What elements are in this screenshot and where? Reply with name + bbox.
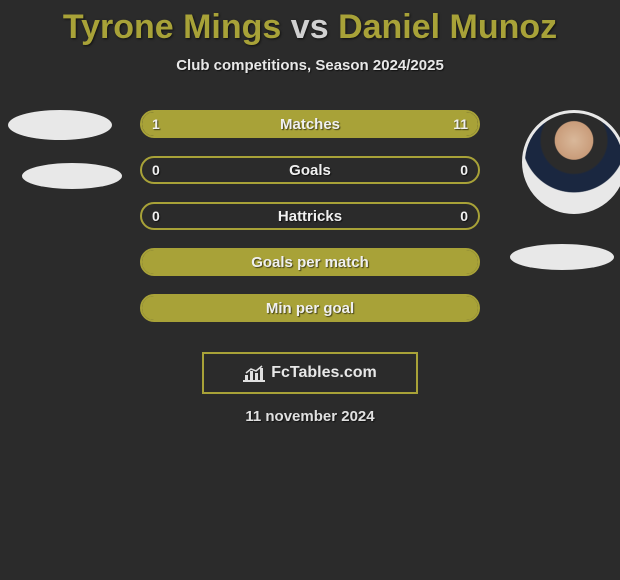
vs-text: vs [291,8,329,46]
stat-label: Min per goal [142,296,478,320]
player1-name: Tyrone Mings [63,8,282,46]
player2-name: Daniel Munoz [338,8,557,46]
comparison-rows: 111Matches 00Goals 00Hattricks Goals per ma… [140,110,480,340]
comparison-title: Tyrone Mings vs Daniel Munoz [0,0,620,47]
player1-avatar-shape-1 [8,110,112,140]
stat-label: Matches [142,112,478,136]
date-text: 11 november 2024 [0,408,620,425]
stat-row: 00Goals [140,156,480,184]
stat-label: Goals per match [142,250,478,274]
chart-icon [243,364,265,382]
footer-site: FcTables.com [271,364,377,382]
player2-avatar [522,110,620,214]
stat-row: Goals per match [140,248,480,276]
stat-label: Hattricks [142,204,478,228]
stat-row: 111Matches [140,110,480,138]
footer-attribution: FcTables.com [202,352,418,394]
subtitle: Club competitions, Season 2024/2025 [0,57,620,74]
stat-row: Min per goal [140,294,480,322]
player1-avatar-shape-2 [22,163,122,189]
stat-label: Goals [142,158,478,182]
stat-row: 00Hattricks [140,202,480,230]
player2-avatar-shape-2 [510,244,614,270]
